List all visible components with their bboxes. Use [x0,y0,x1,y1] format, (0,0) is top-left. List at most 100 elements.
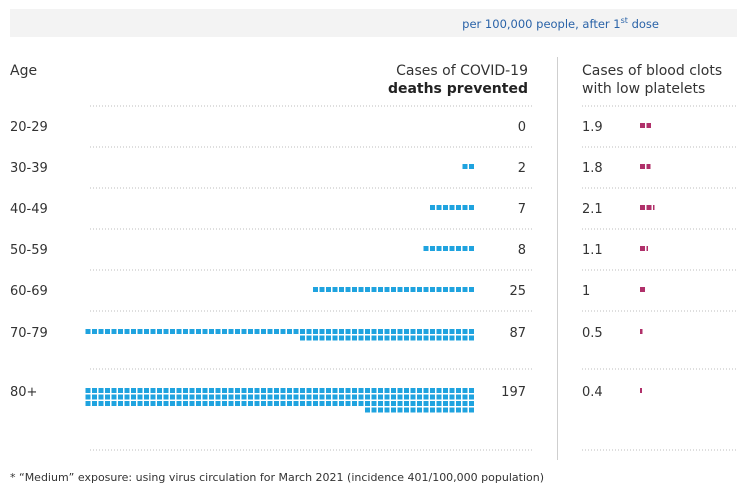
age-label: 50-59 [10,243,48,258]
death-mark [430,388,435,393]
death-mark [345,335,351,341]
death-mark [131,388,136,393]
death-mark [410,388,416,393]
death-mark [378,407,383,413]
death-mark [462,401,468,406]
death-mark [274,329,279,334]
death-mark [118,329,123,334]
death-mark [254,388,260,393]
death-mark [371,394,377,400]
death-mark [92,394,97,400]
death-mark [469,335,474,341]
death-mark [469,287,474,292]
death-mark [228,401,234,406]
death-mark [131,329,136,334]
death-mark [300,335,305,341]
death-mark [111,401,117,406]
death-mark [423,407,429,413]
death-mark [196,329,201,334]
death-mark [443,407,448,413]
death-mark [365,287,370,292]
death-mark [235,329,240,334]
death-mark [397,335,403,341]
death-mark [131,394,136,400]
death-mark [280,394,286,400]
death-mark [98,401,104,406]
age-label: 80+ [10,385,38,400]
deaths-header-line1: Cases of COVID-19 [396,63,528,79]
death-mark [222,394,227,400]
death-mark [410,401,416,406]
death-mark [449,335,455,341]
death-mark [196,388,201,393]
death-mark [326,335,331,341]
death-mark [228,394,234,400]
death-mark [443,388,448,393]
death-mark [98,329,104,334]
clot-mark-partial [646,164,651,169]
death-mark [339,329,344,334]
death-mark [105,401,110,406]
death-mark [469,329,474,334]
death-mark [430,329,435,334]
age-label: 40-49 [10,202,48,217]
death-mark [443,287,448,292]
death-mark [241,401,247,406]
deaths-value: 87 [509,326,526,341]
clots-value: 1 [582,284,591,299]
death-mark [111,329,117,334]
death-mark [423,246,429,251]
death-mark [430,287,435,292]
death-mark [124,401,130,406]
death-mark [469,205,474,210]
death-mark [300,388,305,393]
clot-mark [640,164,645,169]
death-mark [410,407,416,413]
death-mark [85,329,91,334]
clot-mark-partial [653,205,655,210]
death-mark [92,388,97,393]
death-mark [228,329,234,334]
death-mark [170,329,175,334]
death-mark [436,388,442,393]
death-mark [397,329,403,334]
deaths-value: 2 [517,161,526,176]
death-mark [384,329,390,334]
age-label: 60-69 [10,284,48,299]
death-mark [235,401,240,406]
death-mark [254,329,260,334]
death-mark [430,246,435,251]
death-mark [313,401,318,406]
death-mark [358,394,364,400]
death-mark [261,388,266,393]
death-mark [410,335,416,341]
death-mark [378,394,383,400]
death-mark [469,394,474,400]
death-mark [371,329,377,334]
death-mark [397,287,403,292]
death-mark [404,335,409,341]
death-mark [183,388,188,393]
death-mark [397,388,403,393]
death-mark [423,388,429,393]
death-mark [118,388,123,393]
death-mark [157,388,162,393]
death-mark [137,394,143,400]
death-mark [417,394,422,400]
death-mark [183,401,188,406]
death-mark [300,394,305,400]
death-mark [443,394,448,400]
death-mark [456,246,461,251]
death-mark [378,287,383,292]
deaths-value: 8 [517,243,526,258]
death-mark [267,394,273,400]
death-mark [365,335,370,341]
death-mark [423,401,429,406]
clot-mark-partial [640,388,642,393]
death-mark [436,329,442,334]
death-mark [92,401,97,406]
death-mark [222,388,227,393]
death-mark [339,401,344,406]
death-mark [215,401,221,406]
death-mark [254,401,260,406]
